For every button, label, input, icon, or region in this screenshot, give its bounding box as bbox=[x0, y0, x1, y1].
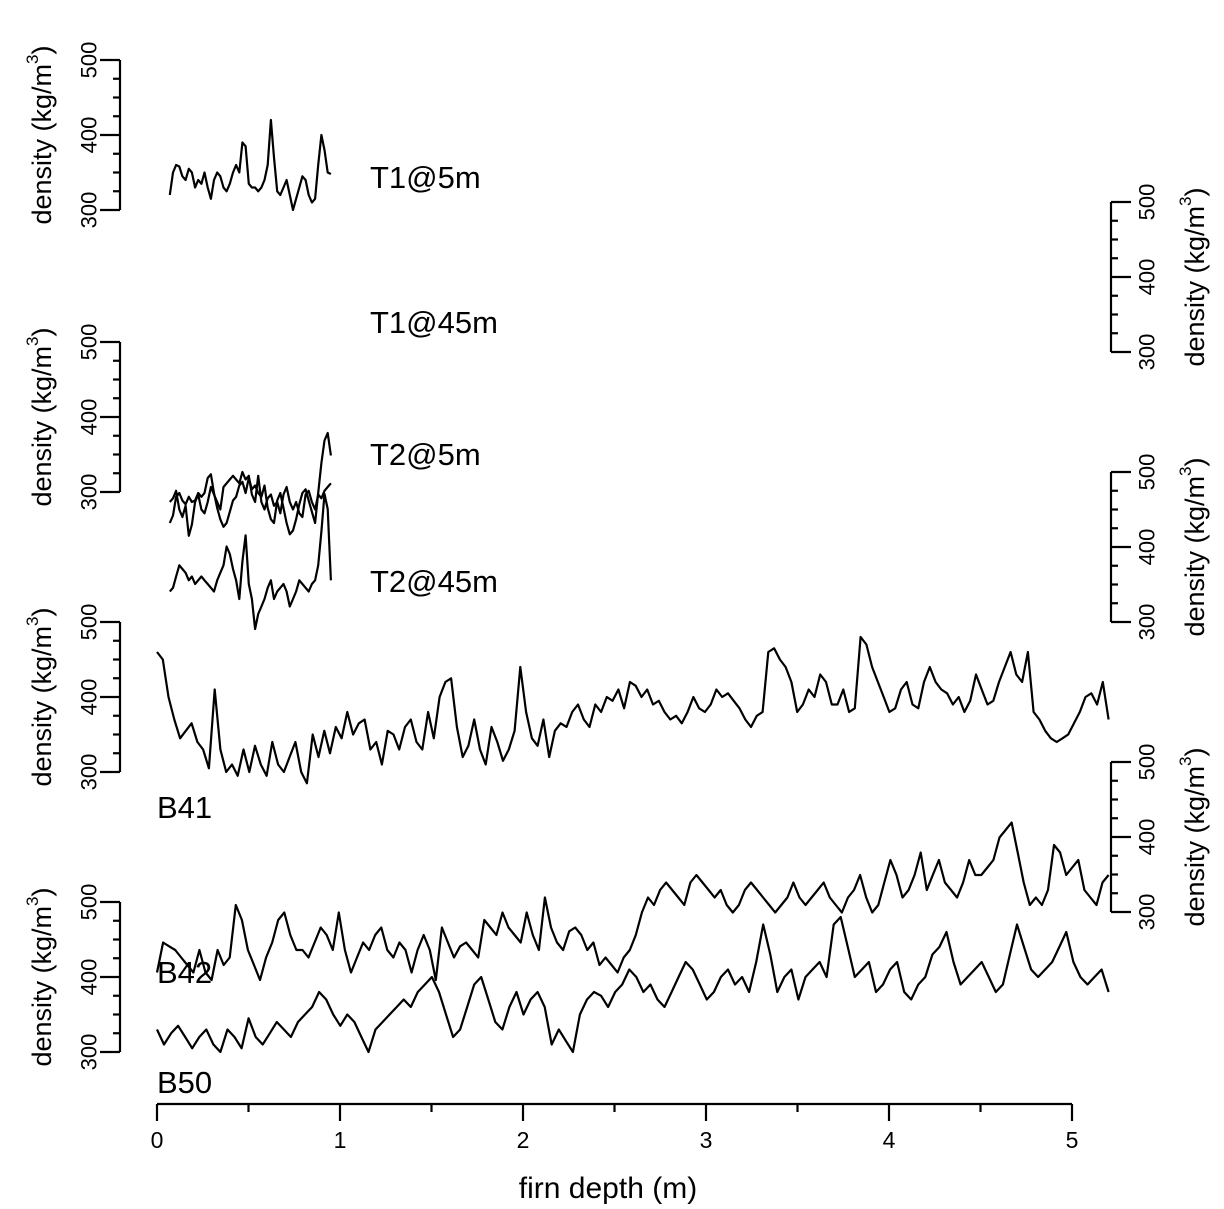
density-axis-4: 300 400 500 density (kg/m3) bbox=[23, 884, 122, 1071]
density-axis-title: density (kg/m3) bbox=[23, 887, 57, 1066]
x-tick-label: 4 bbox=[883, 1127, 896, 1153]
density-tick-label: 300 bbox=[1135, 604, 1160, 641]
series-line-b42 bbox=[155, 821, 1110, 982]
density-tick-label: 500 bbox=[1135, 184, 1160, 221]
density-tick-label: 400 bbox=[77, 959, 102, 996]
density-axis-title: density (kg/m3) bbox=[1176, 457, 1210, 636]
x-tick-label: 2 bbox=[517, 1127, 530, 1153]
density-axis-6: 300 400 500 density (kg/m3) bbox=[1109, 454, 1210, 641]
series-label-t1-45m: T1@45m bbox=[370, 305, 498, 340]
density-tick-label: 400 bbox=[1135, 259, 1160, 296]
series-line-t2-5m bbox=[168, 470, 332, 537]
axes-layer: 300 400 500 density (kg/m3) 300 400 500 density… bbox=[23, 42, 1210, 1205]
series-label-t2-45m: T2@45m bbox=[370, 564, 498, 599]
series-line-t1-5m bbox=[168, 118, 332, 212]
density-tick-label: 500 bbox=[77, 884, 102, 921]
density-tick-label: 300 bbox=[77, 192, 102, 229]
density-tick-label: 400 bbox=[77, 117, 102, 154]
x-axis-title: firn depth (m) bbox=[519, 1172, 697, 1205]
density-tick-label: 300 bbox=[77, 474, 102, 511]
density-tick-label: 500 bbox=[77, 324, 102, 361]
density-axis-2: 300 400 500 density (kg/m3) bbox=[23, 324, 122, 511]
series-label-b41: B41 bbox=[157, 790, 212, 825]
density-axis-title: density (kg/m3) bbox=[1176, 747, 1210, 926]
density-tick-label: 300 bbox=[1135, 894, 1160, 931]
density-tick-label: 400 bbox=[1135, 529, 1160, 566]
x-axis: 0 1 2 3 4 5 firn depth (m) bbox=[151, 1102, 1079, 1205]
density-tick-label: 300 bbox=[77, 754, 102, 791]
density-axis-1: 300 400 500 density (kg/m3) bbox=[23, 42, 122, 229]
density-tick-label: 400 bbox=[77, 679, 102, 716]
series-line-t2-45m bbox=[168, 492, 332, 631]
density-tick-label: 400 bbox=[77, 399, 102, 436]
density-tick-label: 500 bbox=[1135, 744, 1160, 781]
density-tick-label: 300 bbox=[77, 1034, 102, 1071]
density-axis-5: 300 400 500 density (kg/m3) bbox=[1109, 184, 1210, 371]
series-label-b50: B50 bbox=[157, 1065, 212, 1100]
density-tick-label: 300 bbox=[1135, 334, 1160, 371]
density-axis-title: density (kg/m3) bbox=[23, 45, 57, 224]
x-tick-label: 1 bbox=[334, 1127, 347, 1153]
density-tick-label: 400 bbox=[1135, 819, 1160, 856]
density-tick-label: 500 bbox=[77, 42, 102, 79]
traces-layer bbox=[155, 118, 1110, 1054]
x-tick-label: 3 bbox=[700, 1127, 713, 1153]
series-label-t2-5m: T2@5m bbox=[370, 437, 481, 472]
density-axis-title: density (kg/m3) bbox=[23, 607, 57, 786]
series-label-b42: B42 bbox=[157, 955, 212, 990]
density-tick-label: 500 bbox=[1135, 454, 1160, 491]
density-axis-title: density (kg/m3) bbox=[23, 327, 57, 506]
labels-layer: T1@5m T1@45m T2@5m T2@45m B41 B42 B50 bbox=[157, 160, 498, 1100]
density-tick-label: 500 bbox=[77, 604, 102, 641]
series-line-b41 bbox=[156, 635, 1110, 785]
series-label-t1-5m: T1@5m bbox=[370, 160, 481, 195]
density-axis-title: density (kg/m3) bbox=[1176, 187, 1210, 366]
x-tick-label: 5 bbox=[1066, 1127, 1079, 1153]
series-line-b50 bbox=[156, 915, 1110, 1054]
density-axis-3: 300 400 500 density (kg/m3) bbox=[23, 604, 122, 791]
x-tick-label: 0 bbox=[151, 1127, 164, 1153]
density-axis-7: 300 400 500 density (kg/m3) bbox=[1109, 744, 1210, 931]
